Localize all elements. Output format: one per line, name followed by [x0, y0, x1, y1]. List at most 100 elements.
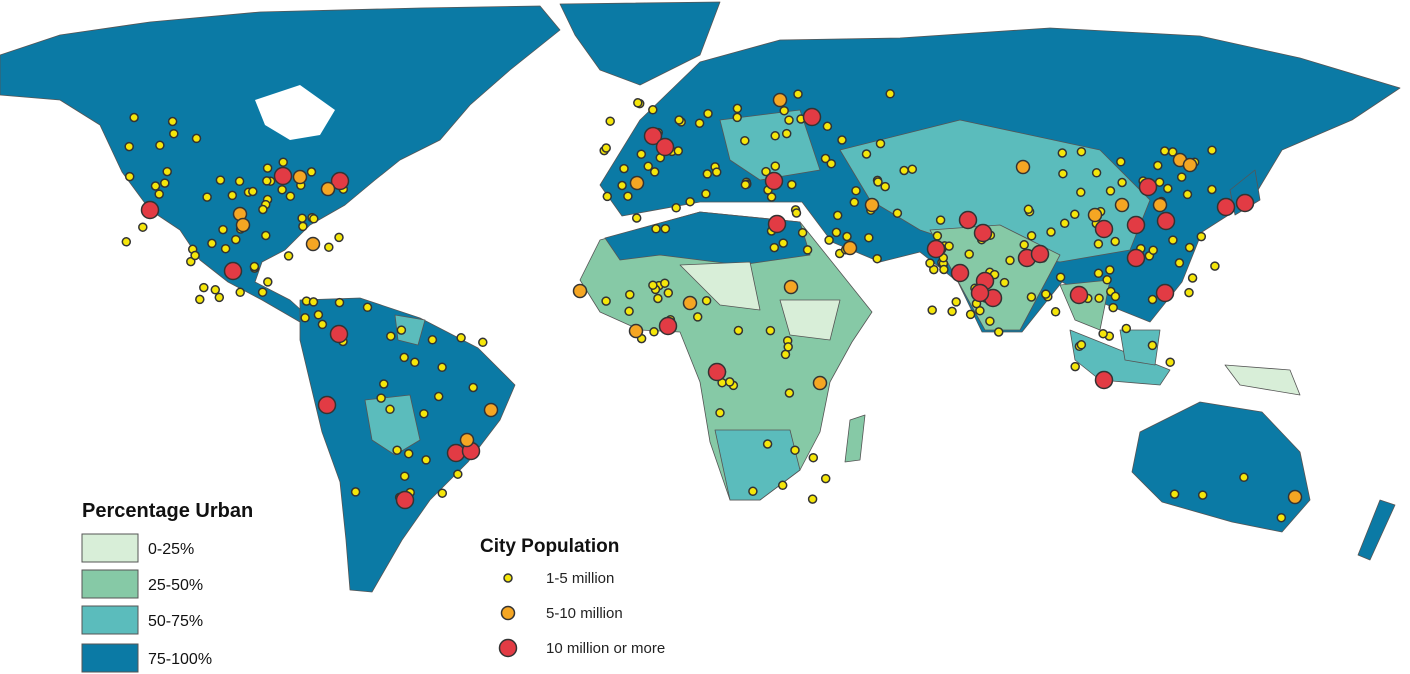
city-dot	[483, 402, 499, 418]
east-africa	[779, 299, 841, 341]
city-dot	[784, 388, 795, 398]
city-dot	[950, 263, 970, 283]
city-dot	[985, 316, 995, 326]
city-dot	[907, 164, 918, 174]
city-dot	[658, 316, 678, 336]
city-dot	[437, 488, 448, 498]
city-dot	[885, 89, 895, 99]
city-dot	[277, 184, 287, 195]
city-dot	[784, 115, 794, 125]
city-dot	[410, 357, 420, 368]
city-dot	[210, 285, 221, 295]
city-dot	[1287, 489, 1303, 505]
city-dot	[330, 171, 350, 191]
city-dot	[317, 395, 337, 415]
city-dot	[1153, 160, 1163, 171]
city-dot	[1159, 146, 1170, 156]
city-dot	[663, 288, 674, 298]
city-dot	[261, 230, 271, 241]
city-dot	[1165, 357, 1175, 367]
city-dot	[761, 166, 771, 177]
city-dot	[1105, 186, 1116, 196]
city-dot	[1239, 472, 1249, 483]
legend-swatch	[81, 569, 139, 599]
city-dot	[160, 178, 170, 188]
city-dot	[258, 204, 268, 215]
city-dot	[864, 232, 874, 243]
city-dot	[1147, 340, 1158, 351]
city-dot	[1076, 187, 1086, 198]
indonesia	[1069, 329, 1171, 386]
city-dot	[772, 92, 788, 108]
city-dot	[297, 213, 307, 223]
city-dot	[732, 103, 743, 114]
city-dot	[671, 203, 681, 213]
city-dot	[1005, 255, 1015, 266]
city-dot	[1207, 184, 1217, 195]
city-dot	[872, 253, 882, 264]
legend-label: 10 million or more	[546, 640, 665, 657]
city-dot	[350, 487, 361, 497]
city-dot	[973, 223, 993, 243]
city-dot	[283, 251, 294, 261]
city-dot	[643, 161, 653, 172]
city-dot	[1116, 157, 1126, 167]
city-dot	[395, 490, 415, 510]
city-dot	[1121, 323, 1132, 334]
city-dot	[399, 471, 410, 481]
city-dot	[124, 141, 134, 152]
city-dot	[767, 214, 787, 234]
city-dot	[808, 452, 819, 463]
city-dot	[770, 131, 780, 141]
city-dot	[625, 289, 635, 300]
city-dot	[150, 181, 161, 191]
legend-swatch	[81, 533, 139, 563]
city-dot	[970, 283, 990, 303]
city-dot	[227, 190, 238, 201]
city-dot	[324, 242, 334, 252]
city-dot	[1041, 289, 1051, 299]
city-dot	[777, 480, 788, 491]
city-dot	[1126, 248, 1146, 268]
city-dot	[628, 323, 644, 339]
city-dot	[1216, 197, 1236, 217]
city-dot	[927, 305, 937, 315]
city-dot	[1026, 292, 1037, 302]
city-dot	[1138, 177, 1158, 197]
city-dot	[1156, 211, 1176, 231]
city-dot	[1117, 177, 1127, 188]
bolivia	[364, 394, 421, 456]
city-dot	[1174, 258, 1185, 268]
city-dot	[202, 192, 212, 202]
cities	[121, 89, 1303, 523]
legend-label: 0-25%	[148, 541, 194, 558]
city-dot	[779, 105, 789, 116]
city-dot	[300, 313, 310, 323]
city-dot	[740, 135, 750, 146]
city-dot	[248, 186, 258, 197]
city-dot	[121, 237, 132, 247]
city-dot	[1076, 340, 1087, 350]
city-dot	[309, 214, 319, 224]
city-dot	[875, 138, 886, 149]
city-dot	[292, 169, 308, 185]
city-dot	[386, 331, 396, 341]
city-dot	[214, 292, 225, 303]
city-dot	[427, 335, 438, 345]
legend-label: 1-5 million	[546, 570, 614, 587]
city-dot	[748, 486, 758, 497]
city-dot	[793, 89, 803, 99]
city-dot	[305, 236, 321, 252]
city-dot	[791, 208, 802, 218]
city-dot	[154, 189, 164, 199]
city-dot	[783, 279, 799, 295]
city-dot	[1182, 189, 1193, 200]
se-asia	[1059, 279, 1111, 331]
city-dot	[692, 312, 703, 322]
greenland	[559, 1, 721, 86]
city-dot	[653, 293, 663, 304]
city-dot	[313, 310, 324, 320]
city-dot	[769, 242, 780, 253]
city-dot	[832, 210, 843, 221]
city-dot	[459, 432, 475, 448]
